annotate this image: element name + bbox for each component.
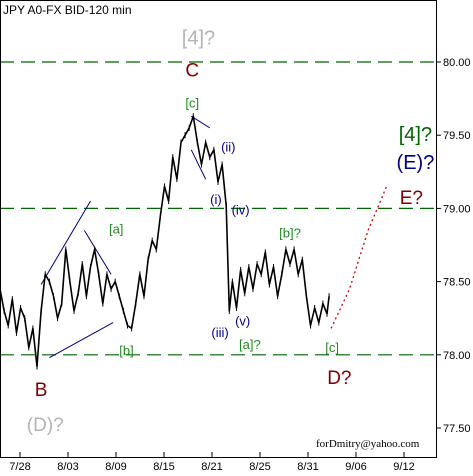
wave-label-13: [b] xyxy=(119,343,133,358)
wave-label-16: [4]? xyxy=(399,124,432,146)
wave-label-4: (i) xyxy=(210,192,222,207)
x-tick-label-6: 8/31 xyxy=(297,461,318,473)
y-tick-label-1: 79.50 xyxy=(443,130,471,142)
wave-label-0: [4]? xyxy=(182,27,215,49)
trendline-1 xyxy=(49,322,114,359)
x-tick-label-0: 7/28 xyxy=(9,461,30,473)
wave-label-5: (iv) xyxy=(232,202,250,217)
projection-series xyxy=(330,186,388,329)
wave-label-17: (E)? xyxy=(397,152,435,174)
x-tick-label-2: 8/09 xyxy=(105,461,126,473)
x-axis: 7/28 8/03 8/09 8/15 8/21 8/25 8/31 9/06 9/12 xyxy=(9,452,415,473)
wave-label-11: D? xyxy=(327,368,351,389)
trendline-0 xyxy=(40,200,91,285)
wave-label-6: [b]? xyxy=(279,226,301,241)
wave-labels: [4]? C [c] (ii) (i) (iv) [b]? (iii) (v) [a]? [c] D?… xyxy=(27,27,435,435)
wave-label-2: [c] xyxy=(185,95,199,110)
trendlines xyxy=(40,115,211,359)
wave-label-18: E? xyxy=(400,188,423,209)
chart-title: JPY A0-FX BID-120 min xyxy=(3,3,132,17)
y-tick-label-5: 77.50 xyxy=(443,423,471,435)
wave-label-15: (D)? xyxy=(27,415,64,436)
x-tick-label-4: 8/21 xyxy=(201,461,222,473)
y-tick-label-2: 79.00 xyxy=(443,203,471,215)
projection-line xyxy=(330,186,388,329)
wave-label-9: [a]? xyxy=(239,337,261,352)
wave-label-14: B xyxy=(35,380,48,401)
wave-label-8: (v) xyxy=(235,314,250,329)
x-tick-label-3: 8/15 xyxy=(153,461,174,473)
wave-label-12: [a] xyxy=(109,221,123,236)
x-tick-label-5: 8/25 xyxy=(249,461,270,473)
wave-label-1: C xyxy=(185,61,199,82)
wave-label-7: (iii) xyxy=(211,325,228,340)
y-tick-label-3: 78.50 xyxy=(443,277,471,289)
y-tick-label-0: 80.00 xyxy=(443,57,471,69)
price-series xyxy=(0,113,330,370)
wave-label-10: [c] xyxy=(325,340,339,355)
wave-label-3: (ii) xyxy=(221,139,235,154)
level-lines xyxy=(0,61,436,356)
y-axis: 80.00 79.50 79.00 78.50 78.00 77.50 xyxy=(436,57,471,435)
x-tick-label-7: 9/06 xyxy=(345,461,366,473)
trendline-4 xyxy=(190,149,207,180)
watermark: forDmitry@yahoo.com xyxy=(316,438,420,450)
x-tick-label-8: 9/12 xyxy=(393,461,414,473)
trendline-2 xyxy=(83,230,112,275)
price-line xyxy=(0,115,330,368)
y-tick-label-4: 78.00 xyxy=(443,350,471,362)
plot-border xyxy=(0,0,437,458)
x-tick-label-1: 8/03 xyxy=(57,461,78,473)
